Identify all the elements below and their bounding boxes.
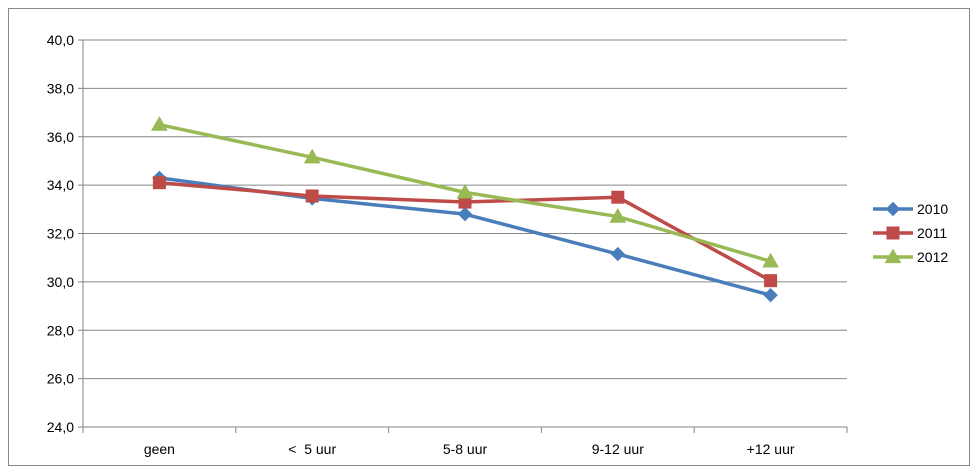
data-point-square	[152, 176, 166, 190]
series-2011	[152, 176, 778, 288]
chart-frame: 24,0 26,0 28,0 30,0 32,0 34,0 36,0 38,0 40,0 geen…	[8, 8, 970, 466]
legend: 2010 2011 2012	[873, 201, 948, 265]
data-point-triangle	[762, 252, 779, 268]
data-point-triangle	[609, 208, 627, 223]
y-tick-label: 36,0	[47, 129, 74, 145]
data-point-square	[305, 189, 319, 203]
y-tick-label: 30,0	[47, 274, 74, 290]
data-point-triangle	[884, 248, 902, 264]
series-2012	[151, 116, 779, 268]
legend-entry: 2012	[873, 248, 948, 265]
legend-label: 2012	[917, 249, 948, 265]
x-tick-label: 9-12 uur	[592, 441, 644, 457]
y-tick-label: 34,0	[47, 177, 74, 193]
y-tick-label: 32,0	[47, 226, 74, 242]
axes: 24,0 26,0 28,0 30,0 32,0 34,0 36,0 38,0 40,0 geen…	[47, 32, 848, 457]
data-point-triangle	[303, 148, 321, 164]
legend-label: 2010	[917, 201, 948, 217]
data-point-diamond	[457, 206, 473, 222]
y-tick-label: 38,0	[47, 80, 74, 96]
data-point-square	[886, 226, 900, 240]
legend-entry: 2010	[873, 201, 948, 217]
y-tick-label: 40,0	[47, 32, 74, 48]
legend-label: 2011	[917, 225, 947, 241]
y-tick-label: 28,0	[47, 322, 74, 338]
series	[151, 116, 779, 303]
data-point-square	[611, 190, 625, 204]
legend-entry: 2011	[873, 225, 947, 241]
data-point-triangle	[456, 183, 474, 199]
data-point-triangle	[151, 116, 168, 131]
data-point-diamond	[763, 287, 778, 303]
data-point-diamond	[610, 246, 626, 262]
y-tick-label: 26,0	[47, 371, 74, 387]
data-point-diamond	[885, 201, 901, 217]
data-point-square	[764, 274, 778, 288]
x-tick-label: +12 uur	[747, 441, 795, 457]
x-tick-label: geen	[144, 441, 175, 457]
x-tick-label: < 5 uur	[288, 441, 336, 457]
line-chart: 24,0 26,0 28,0 30,0 32,0 34,0 36,0 38,0 40,0 geen…	[47, 32, 949, 457]
x-tick-label: 5-8 uur	[443, 441, 488, 457]
y-tick-label: 24,0	[47, 419, 74, 435]
